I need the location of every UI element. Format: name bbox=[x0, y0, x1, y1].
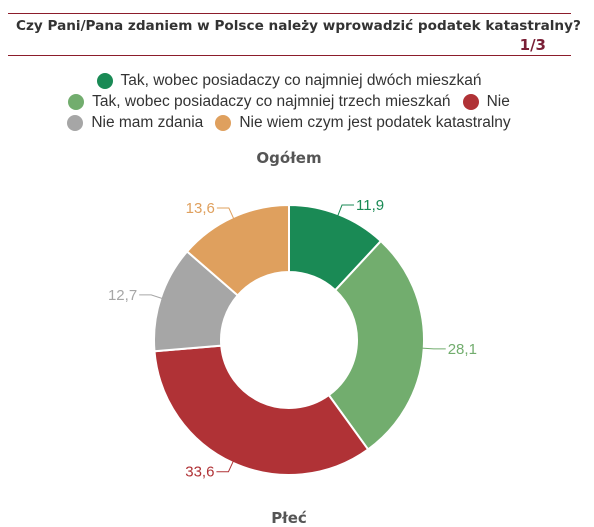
legend-swatch-icon bbox=[462, 93, 479, 110]
legend-item-no-opinion: Nie mam zdania bbox=[67, 114, 203, 132]
legend-row: Tak, wobec posiadaczy co najmniej dwóch … bbox=[0, 70, 578, 91]
value-label: 12,7 bbox=[108, 287, 137, 304]
value-label-leader bbox=[139, 294, 163, 300]
legend-row: Tak, wobec posiadaczy co najmniej trzech… bbox=[0, 91, 578, 112]
value-label: 13,6 bbox=[186, 200, 215, 217]
page-indicator[interactable]: 1/3 bbox=[519, 36, 546, 54]
question-title: Czy Pani/Pana zdaniem w Polsce należy wp… bbox=[16, 18, 581, 34]
legend-label: Tak, wobec posiadaczy co najmniej dwóch … bbox=[120, 71, 482, 89]
chart-legend: Tak, wobec posiadaczy co najmniej dwóch … bbox=[0, 70, 578, 133]
value-label-leader bbox=[421, 347, 446, 350]
legend-swatch-icon bbox=[67, 114, 84, 131]
value-label: 28,1 bbox=[448, 341, 477, 358]
legend-label: Nie bbox=[486, 92, 510, 110]
legend-item-three-apartments: Tak, wobec posiadaczy co najmniej trzech… bbox=[68, 92, 451, 111]
legend-label: Nie wiem czym jest podatek katastralny bbox=[239, 113, 511, 131]
value-label-leader bbox=[337, 204, 355, 217]
legend-item-two-apartments: Tak, wobec posiadaczy co najmniej dwóch … bbox=[96, 71, 482, 90]
donut-slice-nie bbox=[153, 344, 370, 476]
legend-swatch-icon bbox=[68, 93, 85, 110]
legend-label: Tak, wobec posiadaczy co najmniej trzech… bbox=[92, 92, 451, 110]
next-section-title: Płeć bbox=[271, 509, 307, 527]
donut-slice-tak-wobec-posiadaczy-co-najmniej-trzech- bbox=[327, 239, 425, 451]
legend-swatch-icon bbox=[215, 114, 232, 131]
value-label: 33,6 bbox=[185, 464, 214, 481]
value-label-leader bbox=[216, 207, 235, 220]
value-label-leader bbox=[216, 460, 234, 473]
legend-swatch-icon bbox=[96, 72, 113, 89]
legend-label: Nie mam zdania bbox=[91, 113, 204, 131]
donut-slice-nie-wiem-czym-jest-podatek-katastralny bbox=[185, 203, 290, 297]
value-label: 11,9 bbox=[356, 197, 384, 214]
header-top-rule bbox=[8, 13, 571, 14]
legend-item-no: Nie bbox=[462, 92, 510, 111]
legend-row: Nie mam zdania Nie wiem czym jest podate… bbox=[0, 112, 578, 133]
header-bottom-rule bbox=[8, 55, 571, 56]
legend-item-dont-know: Nie wiem czym jest podatek katastralny bbox=[215, 113, 511, 132]
chart-title: Ogółem bbox=[256, 149, 322, 167]
